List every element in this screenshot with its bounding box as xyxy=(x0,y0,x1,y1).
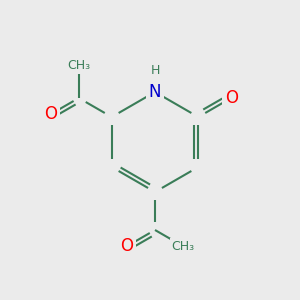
Text: O: O xyxy=(225,89,238,107)
Text: O: O xyxy=(121,237,134,255)
Text: N: N xyxy=(149,83,161,101)
Text: CH₃: CH₃ xyxy=(171,240,194,253)
Text: CH₃: CH₃ xyxy=(67,59,90,72)
Text: O: O xyxy=(44,105,57,123)
Text: H: H xyxy=(150,64,160,76)
